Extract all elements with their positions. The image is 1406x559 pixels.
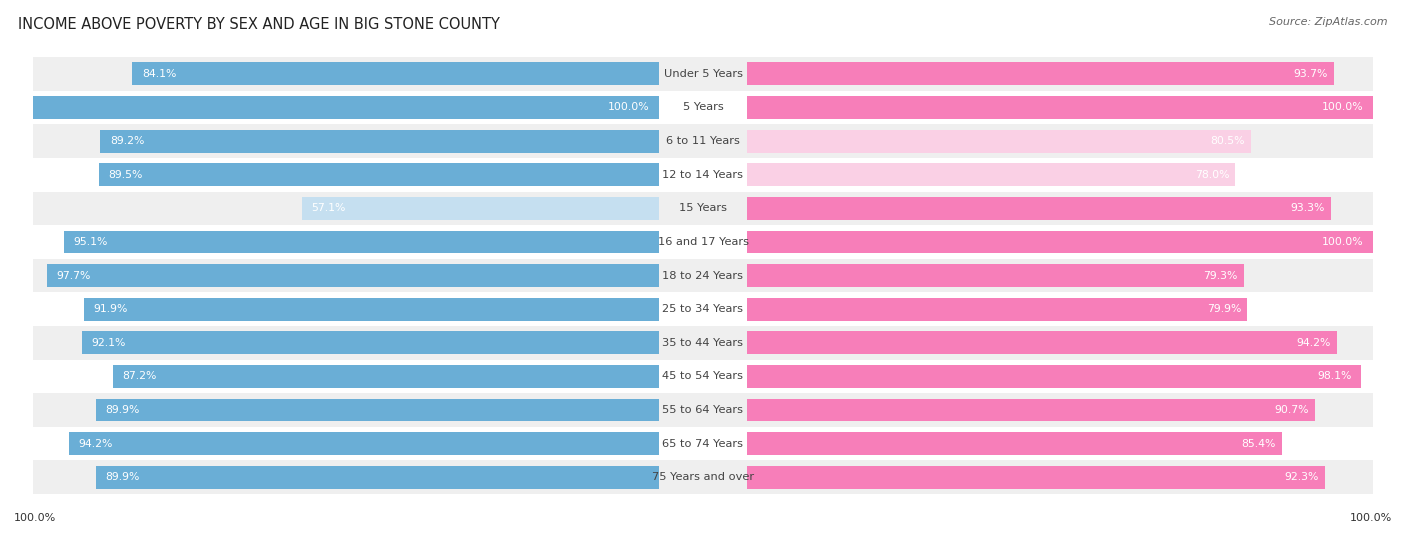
Text: Under 5 Years: Under 5 Years	[664, 69, 742, 79]
Bar	[747, 96, 1374, 119]
Bar	[112, 365, 659, 388]
Bar	[48, 264, 659, 287]
Bar	[32, 124, 1374, 158]
Text: 89.5%: 89.5%	[108, 170, 142, 179]
Bar	[83, 331, 659, 354]
Text: 97.7%: 97.7%	[56, 271, 91, 281]
Bar	[32, 461, 1374, 494]
Text: 100.0%: 100.0%	[1322, 237, 1364, 247]
Bar	[747, 163, 1236, 186]
Text: 93.7%: 93.7%	[1294, 69, 1327, 79]
Text: 18 to 24 Years: 18 to 24 Years	[662, 271, 744, 281]
Text: 92.3%: 92.3%	[1284, 472, 1319, 482]
Bar	[747, 130, 1251, 153]
Bar	[32, 326, 1374, 359]
Bar	[69, 432, 659, 455]
Bar	[747, 432, 1282, 455]
Text: 94.2%: 94.2%	[1296, 338, 1330, 348]
Bar	[747, 298, 1247, 321]
Text: 65 to 74 Years: 65 to 74 Years	[662, 439, 744, 449]
Text: 100.0%: 100.0%	[1350, 513, 1392, 523]
Bar	[32, 57, 1374, 91]
Text: INCOME ABOVE POVERTY BY SEX AND AGE IN BIG STONE COUNTY: INCOME ABOVE POVERTY BY SEX AND AGE IN B…	[18, 17, 501, 32]
Text: 90.7%: 90.7%	[1274, 405, 1309, 415]
Text: 98.1%: 98.1%	[1317, 371, 1351, 381]
Bar	[747, 230, 1374, 253]
Bar	[32, 292, 1374, 326]
Text: 79.9%: 79.9%	[1206, 304, 1241, 314]
Bar	[747, 264, 1243, 287]
Bar	[100, 130, 659, 153]
Text: 6 to 11 Years: 6 to 11 Years	[666, 136, 740, 146]
Text: 89.9%: 89.9%	[105, 472, 139, 482]
Text: 84.1%: 84.1%	[142, 69, 176, 79]
Bar	[32, 91, 1374, 124]
Text: 75 Years and over: 75 Years and over	[652, 472, 754, 482]
Bar	[32, 359, 1374, 393]
Bar	[63, 230, 659, 253]
Bar	[747, 331, 1337, 354]
Text: 85.4%: 85.4%	[1241, 439, 1275, 449]
Bar	[301, 197, 659, 220]
Text: 45 to 54 Years: 45 to 54 Years	[662, 371, 744, 381]
Bar	[32, 427, 1374, 461]
Text: 55 to 64 Years: 55 to 64 Years	[662, 405, 744, 415]
Bar	[32, 259, 1374, 292]
Text: 16 and 17 Years: 16 and 17 Years	[658, 237, 748, 247]
Text: 100.0%: 100.0%	[14, 513, 56, 523]
Text: 25 to 34 Years: 25 to 34 Years	[662, 304, 744, 314]
Text: 5 Years: 5 Years	[683, 102, 723, 112]
Text: 95.1%: 95.1%	[73, 237, 107, 247]
Text: 57.1%: 57.1%	[311, 203, 346, 214]
Text: 80.5%: 80.5%	[1211, 136, 1244, 146]
Text: 89.2%: 89.2%	[110, 136, 145, 146]
Bar	[747, 399, 1315, 421]
Bar	[96, 399, 659, 421]
Text: 12 to 14 Years: 12 to 14 Years	[662, 170, 744, 179]
Text: 35 to 44 Years: 35 to 44 Years	[662, 338, 744, 348]
Text: Source: ZipAtlas.com: Source: ZipAtlas.com	[1270, 17, 1388, 27]
Bar	[747, 197, 1331, 220]
Bar	[747, 63, 1334, 86]
Bar	[32, 192, 1374, 225]
Bar	[747, 466, 1324, 489]
Text: 93.3%: 93.3%	[1291, 203, 1324, 214]
Bar	[83, 298, 659, 321]
Bar	[32, 393, 1374, 427]
Text: 15 Years: 15 Years	[679, 203, 727, 214]
Bar	[32, 225, 1374, 259]
Bar	[32, 158, 1374, 192]
Bar	[96, 466, 659, 489]
Bar	[32, 96, 659, 119]
Bar	[98, 163, 659, 186]
Text: 78.0%: 78.0%	[1195, 170, 1229, 179]
Text: 87.2%: 87.2%	[122, 371, 157, 381]
Bar	[747, 365, 1361, 388]
Text: 94.2%: 94.2%	[79, 439, 112, 449]
Text: 91.9%: 91.9%	[93, 304, 128, 314]
Text: 92.1%: 92.1%	[91, 338, 127, 348]
Bar	[132, 63, 659, 86]
Text: 100.0%: 100.0%	[1322, 102, 1364, 112]
Text: 89.9%: 89.9%	[105, 405, 139, 415]
Text: 100.0%: 100.0%	[609, 102, 650, 112]
Text: 79.3%: 79.3%	[1204, 271, 1237, 281]
